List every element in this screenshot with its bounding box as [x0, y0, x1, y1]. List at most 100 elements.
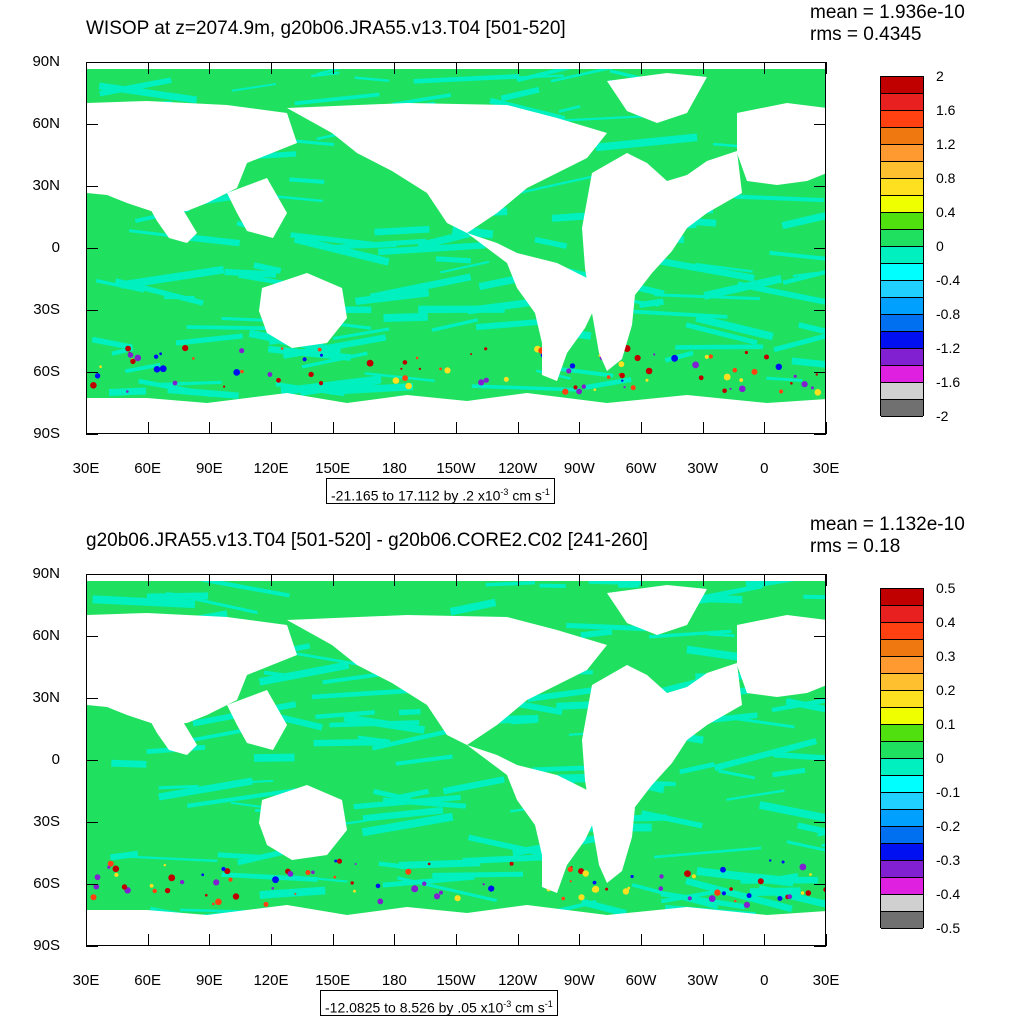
noise-spot — [377, 898, 384, 905]
colorbar-label: 0.1 — [936, 716, 956, 732]
field-streak — [707, 632, 735, 638]
lon-tick — [764, 574, 766, 586]
field-streak — [279, 714, 323, 731]
field-streak — [355, 288, 430, 306]
field-streak — [267, 345, 352, 361]
lat-tick — [814, 124, 826, 125]
noise-spot — [691, 874, 697, 879]
colorbar-cell — [881, 827, 923, 844]
noise-spot — [153, 354, 159, 359]
noise-spot — [622, 888, 630, 895]
field-streak — [769, 250, 825, 263]
lat-tick-label: 30S — [33, 813, 60, 830]
noise-spot — [618, 361, 625, 368]
land-mass — [737, 615, 825, 697]
noise-spot — [317, 347, 322, 352]
noise-spot — [810, 386, 814, 390]
field-streak — [398, 859, 481, 869]
range-caption: -12.0825 to 8.526 by .05 x10-3 cm s-1 — [320, 990, 558, 1016]
lon-tick — [702, 574, 704, 586]
noise-spot — [581, 384, 586, 389]
field-streak — [440, 260, 490, 274]
colorbar-cell — [881, 400, 923, 417]
noise-spot — [375, 883, 381, 889]
field-streak — [791, 357, 825, 376]
field-streak — [771, 691, 825, 713]
lon-tick — [456, 422, 457, 434]
field-streak — [313, 738, 387, 747]
field-streak — [660, 890, 746, 910]
noise-spot — [800, 891, 805, 895]
colorbar-cell — [881, 725, 923, 742]
lon-tick-label: 0 — [760, 972, 769, 989]
noise-spot — [134, 354, 142, 362]
lon-tick — [86, 62, 87, 74]
noise-spot — [623, 386, 626, 389]
noise-spot — [799, 863, 807, 871]
noise-spot — [308, 371, 314, 378]
noise-spot — [627, 886, 631, 890]
lon-tick — [209, 422, 211, 434]
noise-spot — [433, 893, 441, 900]
noise-spot — [272, 876, 279, 884]
field-streak — [696, 867, 794, 887]
lon-tick — [826, 574, 827, 586]
lon-tick-label: 120W — [498, 460, 538, 477]
noise-spot — [228, 877, 233, 882]
noise-spot — [698, 375, 704, 381]
colorbar-cell — [881, 589, 923, 606]
colorbar-label: -2 — [936, 408, 949, 424]
field-streak — [758, 884, 825, 914]
lon-tick — [517, 422, 519, 434]
noise-spot — [488, 885, 495, 892]
lon-tick — [271, 934, 272, 946]
lat-tick — [86, 434, 98, 435]
lon-tick — [332, 422, 334, 434]
noise-spot — [569, 363, 576, 369]
noise-spot — [619, 372, 625, 379]
stats-block: mean = 1.936e-10 rms = 0.4345 — [810, 2, 965, 46]
lon-tick — [517, 62, 519, 74]
stats-block: mean = 1.132e-10 rms = 0.18 — [810, 514, 965, 558]
noise-spot — [411, 885, 419, 893]
lon-tick — [764, 422, 766, 434]
colorbar-cell — [881, 759, 923, 776]
lat-tick — [86, 698, 98, 699]
lon-tick — [271, 62, 272, 74]
land-mass — [467, 233, 597, 381]
colorbar-label: 0.5 — [936, 580, 956, 596]
colorbar-cell — [881, 878, 923, 895]
field-streak — [500, 86, 540, 102]
field-streak — [516, 65, 572, 83]
noise-spot — [815, 373, 818, 376]
noise-spot — [732, 367, 738, 373]
field-streak — [654, 293, 761, 301]
field-streak — [280, 375, 382, 396]
colorbar-cell — [881, 895, 923, 912]
lat-tick — [86, 124, 98, 125]
lon-tick-label: 60E — [134, 460, 161, 477]
ocean-map — [87, 63, 825, 433]
lat-tick — [86, 946, 98, 947]
lon-tick — [826, 934, 827, 946]
colorbar-cell — [881, 349, 923, 366]
colorbar-cell — [881, 691, 923, 708]
lon-tick-label: 120E — [253, 972, 289, 989]
colorbar-label: -1.6 — [936, 374, 961, 390]
lat-tick — [86, 310, 98, 311]
field-streak — [311, 688, 410, 700]
noise-spot — [484, 347, 488, 351]
field-streak — [758, 801, 825, 827]
lon-tick-label: 180 — [381, 972, 407, 989]
lat-tick — [814, 574, 826, 575]
noise-spot — [353, 889, 356, 893]
field-streak — [398, 708, 421, 716]
field-streak — [566, 622, 649, 632]
noise-spot — [280, 347, 284, 350]
colorbar-label: -0.4 — [936, 886, 961, 902]
field-streak — [726, 789, 785, 801]
field-streak — [120, 265, 225, 289]
noise-spot — [221, 866, 226, 872]
field-streak — [221, 872, 318, 882]
colorbar-label: 0.3 — [936, 648, 956, 664]
